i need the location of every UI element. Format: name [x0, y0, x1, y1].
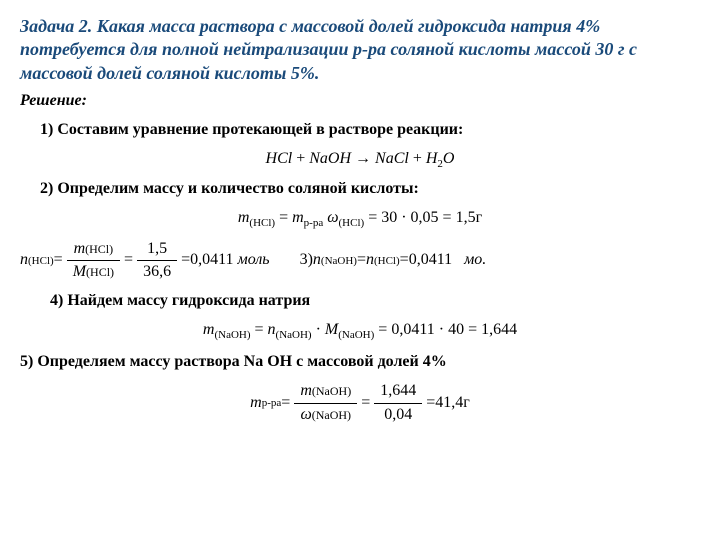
hcl-sub2: (HCl): [339, 217, 365, 229]
eq-sign10: =: [378, 321, 387, 338]
step-5-text: 5) Определяем массу раствора Na OH с мас…: [20, 352, 700, 373]
eq-h: H: [426, 150, 438, 167]
eq-sign5: =: [124, 250, 133, 271]
eq-arrow: →: [355, 150, 371, 167]
rp-sub: р-ра: [304, 217, 324, 229]
m-sym2: m: [203, 321, 215, 338]
hcl-den-sub: (HCl): [86, 265, 114, 279]
m-rp-sym: m: [292, 209, 304, 226]
omega-den: ω: [300, 406, 311, 423]
m-sym: m: [238, 209, 250, 226]
frac-2: 1,5 36,6: [137, 239, 177, 284]
eq-o: O: [443, 150, 455, 167]
eq-sign4: =: [54, 250, 63, 271]
dot: ·: [401, 209, 406, 226]
problem-title: Задача 2. Какая масса раствора с массово…: [20, 15, 700, 85]
den-004: 0,04: [374, 404, 422, 426]
M-sym: M: [325, 321, 338, 338]
m-num: m: [74, 240, 86, 257]
eq-sign3: =: [443, 209, 452, 226]
eq-nacl: NaCl: [375, 150, 409, 167]
equation-n-hcl-row: n(HCl) = m(HCl) M(HCl) = 1,5 36,6 = 0,04…: [20, 239, 700, 284]
step-1-text: 1) Составим уравнение протекающей в раст…: [40, 120, 700, 141]
n-sym3: n: [366, 250, 374, 271]
n-sym4: n: [268, 321, 276, 338]
equation-mass-hcl: m(HCl) = mр-ра ω(HCl) = 30 · 0,05 = 1,5г: [20, 208, 700, 230]
eq-sign6: =: [181, 250, 190, 271]
eq-sign9: =: [255, 321, 264, 338]
eq-sign14: =: [426, 393, 435, 414]
eq-sign2: =: [368, 209, 377, 226]
val-30: 30: [381, 209, 397, 226]
eq-sign11: =: [468, 321, 477, 338]
hcl-sub4: (HCl): [374, 254, 400, 268]
equation-mass-solution: mр-ра = m(NaOH) ω(NaOH) = 1,644 0,04 = 4…: [20, 381, 700, 426]
rp-sub2: р-ра: [262, 396, 282, 410]
eq-plus: +: [296, 150, 305, 167]
unit-mol: моль: [238, 250, 270, 271]
unit-mo: мо.: [464, 250, 486, 271]
naoh-sub4: (NaOH): [338, 329, 374, 341]
eq-plus2: +: [413, 150, 422, 167]
val-0411c: 0,0411: [391, 321, 434, 338]
step-4-text: 4) Найдем массу гидроксида натрия: [50, 291, 700, 312]
omega-sym: ω: [327, 209, 338, 226]
n-sym: n: [20, 250, 28, 271]
dot2: ·: [316, 321, 321, 338]
hcl-sub: (HCl): [249, 217, 275, 229]
frac-1: m(HCl) M(HCl): [67, 239, 120, 284]
frac-3: m(NaOH) ω(NaOH): [294, 381, 357, 426]
equation-reaction: HCl + NaOH → NaCl + H2O: [20, 149, 700, 171]
eq-hcl: HCl: [266, 150, 293, 167]
num-1644: 1,644: [374, 381, 422, 404]
solution-label: Решение:: [20, 91, 700, 112]
step-2-text: 2) Определим массу и количество соляной …: [40, 179, 700, 200]
dot3: ·: [439, 321, 444, 338]
hcl-sub3: (HCl): [28, 254, 54, 268]
naoh-den-sub: (NaOH): [312, 408, 351, 422]
num-15: 1,5: [137, 239, 177, 262]
m-sym3: m: [250, 393, 262, 414]
frac-4: 1,644 0,04: [374, 381, 422, 426]
den-366: 36,6: [137, 261, 177, 283]
res-0411b: 0,0411: [409, 250, 452, 271]
n-sym2: n: [313, 250, 321, 271]
eq-sign7: =: [357, 250, 366, 271]
naoh-sub2: (NaOH): [214, 329, 250, 341]
res-0411: 0,0411: [190, 250, 233, 271]
eq-sign8: =: [400, 250, 409, 271]
res-15: 1,5г: [456, 209, 483, 226]
eq-sign13: =: [361, 393, 370, 414]
val-005: 0,05: [411, 209, 439, 226]
m-num2: m: [300, 382, 312, 399]
res-1644: 1,644: [481, 321, 517, 338]
naoh-num-sub: (NaOH): [312, 384, 351, 398]
hcl-num-sub: (HCl): [85, 242, 113, 256]
eq-naoh: NaOH: [309, 150, 351, 167]
equation-mass-naoh: m(NaOH) = n(NaOH) · M(NaOH) = 0,0411 · 4…: [20, 320, 700, 342]
M-den: M: [73, 263, 86, 280]
naoh-sub: (NaOH): [321, 254, 357, 268]
val-40: 40: [448, 321, 464, 338]
eq-sign12: =: [281, 393, 290, 414]
step-3-label: 3): [300, 250, 313, 271]
naoh-sub3: (NaOH): [276, 329, 312, 341]
eq-sign: =: [279, 209, 288, 226]
res-414: 41,4г: [435, 393, 470, 414]
